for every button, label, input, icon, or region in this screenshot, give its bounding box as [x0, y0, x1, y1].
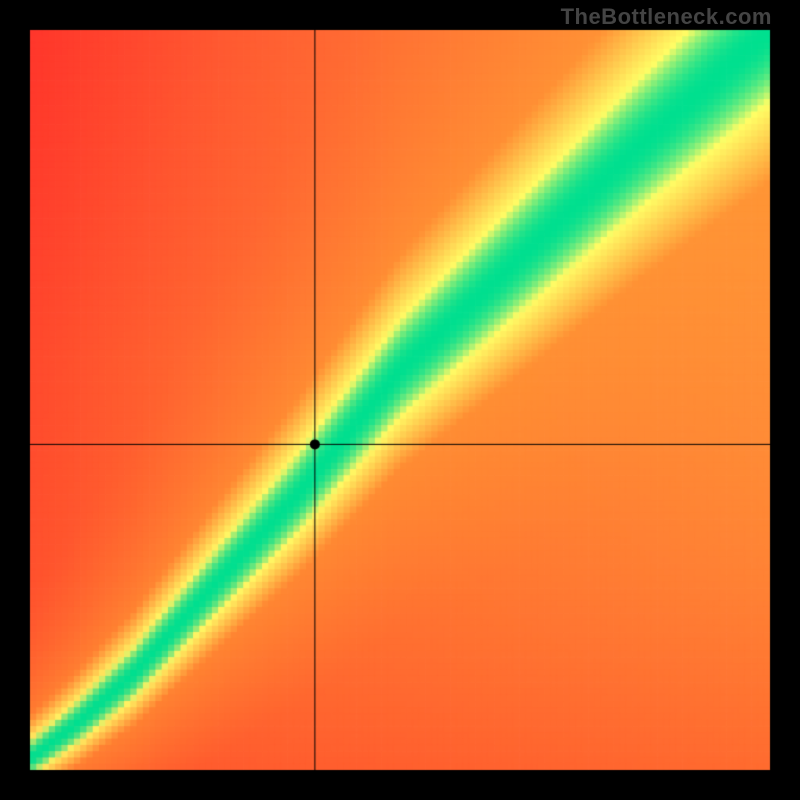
chart-root: TheBottleneck.com [0, 0, 800, 800]
attribution: TheBottleneck.com [561, 4, 772, 30]
bottleneck-chart [0, 0, 800, 800]
